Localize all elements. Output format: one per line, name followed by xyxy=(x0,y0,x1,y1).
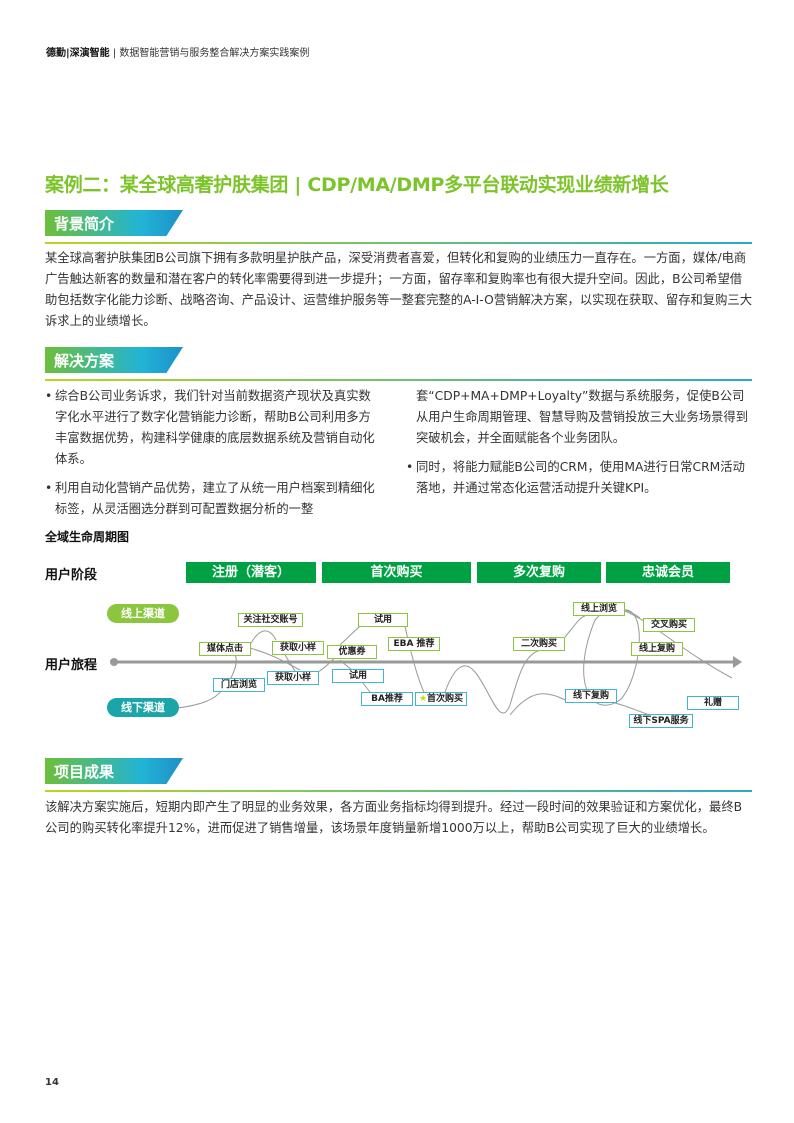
node-eba-recommend: EBA 推荐 xyxy=(388,637,440,651)
node-get-sample-online: 获取小样 xyxy=(272,641,324,655)
diagram-title: 全域生命周期图 xyxy=(45,530,130,544)
axis-start-dot xyxy=(110,658,118,666)
results-text: 该解决方案实施后，短期内即产生了明显的业务效果，各方面业务指标均得到提升。经过一… xyxy=(45,800,743,835)
background-text: 某全球高奢护肤集团B公司旗下拥有多款明星护肤产品，深受消费者喜爱，但转化和复购的… xyxy=(45,251,752,328)
solution-left-column: 综合B公司业务诉求，我们针对当前数据资产现状及真实数字化水平进行了数字化营销能力… xyxy=(45,386,375,528)
bullet-item: 利用自动化营销产品优势，建立了从统一用户档案到精细化标签，从灵活圈选分群到可配置… xyxy=(45,478,375,520)
section-heading: 项目成果 xyxy=(54,763,115,781)
divider xyxy=(45,379,752,381)
section-banner-solution: 解决方案 xyxy=(45,347,183,373)
node-offline-repurchase: 线下复购 xyxy=(565,689,617,703)
solution-right-column: 套“CDP+MA+DMP+Loyalty”数据与系统服务，促使B公司从用户生命周… xyxy=(406,386,756,507)
node-trial-offline: 试用 xyxy=(332,669,384,683)
section-heading: 背景简介 xyxy=(54,215,115,233)
brand: 德勤|深演智能 xyxy=(46,48,110,59)
stage-row-label: 用户阶段 xyxy=(45,568,98,583)
node-ba-recommend: BA推荐 xyxy=(361,692,413,706)
journey-row-label: 用户旅程 xyxy=(45,658,98,673)
offline-channel-pill: 线下渠道 xyxy=(107,698,179,717)
node-trial-online: 试用 xyxy=(358,613,408,627)
bullet-item: 综合B公司业务诉求，我们针对当前数据资产现状及真实数字化水平进行了数字化营销能力… xyxy=(45,386,375,470)
section-heading: 解决方案 xyxy=(54,352,115,370)
running-header: 德勤|深演智能 | 数据智能营销与服务整合解决方案实践案例 xyxy=(46,48,310,59)
node-gift: 礼赠 xyxy=(687,696,739,710)
node-label: 首次购买 xyxy=(427,694,464,704)
bullet-continuation: 套“CDP+MA+DMP+Loyalty”数据与系统服务，促使B公司从用户生命周… xyxy=(416,389,749,445)
stage-first-purchase: 首次购买 xyxy=(322,562,471,583)
divider xyxy=(45,242,752,244)
node-offline-spa: 线下SPA服务 xyxy=(629,714,693,728)
star-icon: ★ xyxy=(418,694,428,704)
node-media-click: 媒体点击 xyxy=(199,642,251,656)
node-follow-social: 关注社交账号 xyxy=(238,613,303,627)
stage-register: 注册（潜客） xyxy=(186,562,316,583)
node-store-browse: 门店浏览 xyxy=(213,678,265,692)
node-first-purchase: ★首次购买 xyxy=(415,692,467,706)
bullet-item: 同时，将能力赋能B公司的CRM，使用MA进行日常CRM活动落地，并通过常态化运营… xyxy=(406,457,756,499)
divider xyxy=(45,790,752,792)
stage-repurchase: 多次复购 xyxy=(477,562,601,583)
node-second-purchase: 二次购买 xyxy=(513,637,565,651)
page-number: 14 xyxy=(45,1077,59,1088)
section-banner-background: 背景简介 xyxy=(45,210,183,236)
online-channel-pill: 线上渠道 xyxy=(107,604,179,623)
header-subtitle: 数据智能营销与服务整合解决方案实践案例 xyxy=(119,48,310,59)
page-title: 案例二：某全球高奢护肤集团 | CDP/MA/DMP多平台联动实现业绩新增长 xyxy=(45,174,669,196)
stage-loyal-member: 忠诚会员 xyxy=(606,562,730,583)
node-cross-purchase: 交叉购买 xyxy=(643,618,695,632)
node-online-repurchase: 线上复购 xyxy=(631,642,683,656)
axis-arrow xyxy=(733,656,742,668)
node-online-browse: 线上浏览 xyxy=(573,602,625,616)
node-get-sample-offline: 获取小样 xyxy=(267,671,319,685)
node-coupon: 优惠券 xyxy=(327,645,377,659)
section-banner-results: 项目成果 xyxy=(45,758,183,784)
